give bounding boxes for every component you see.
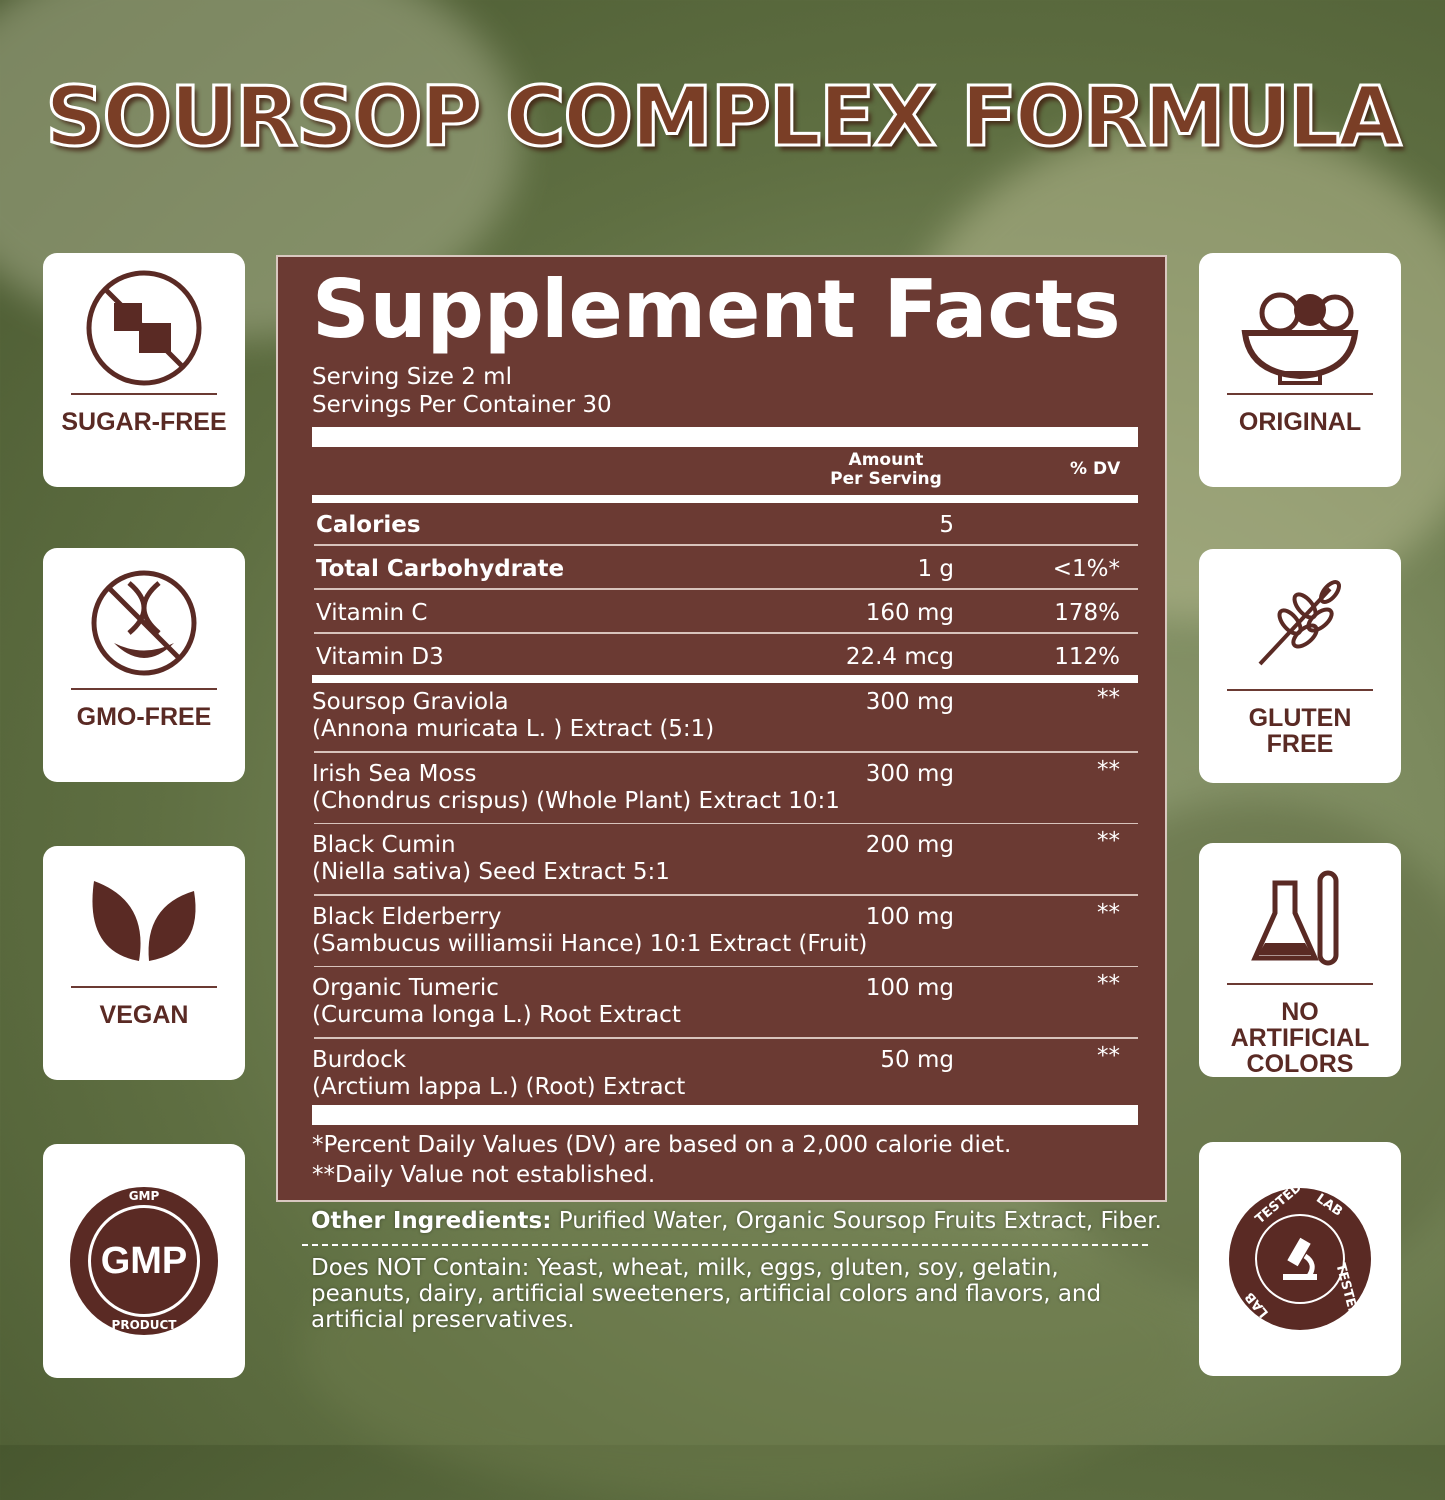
divider [1227,689,1373,691]
badge-label: NO ARTIFICIAL COLORS [1230,998,1370,1078]
divider [1227,393,1373,395]
badge-no-artificial-colors: NO ARTIFICIAL COLORS [1199,843,1401,1077]
divider-bar [312,675,1138,683]
row-divider [314,751,1138,753]
row-divider [314,588,1138,590]
row-divider [314,1037,1138,1039]
divider [71,986,217,988]
row-divider [314,894,1138,896]
servings-per-container: Servings Per Container 30 [312,392,612,418]
fruit-bowl-icon [1235,263,1365,393]
amount-header: Amount Per Serving [830,450,942,489]
gmp-seal-icon: GMP GMP PRODUCT [70,1187,218,1335]
footnote-not-established: **Daily Value not established. [312,1162,656,1188]
divider [1227,983,1373,985]
badge-label: GMO-FREE [76,703,212,731]
dv-header: % DV [1070,459,1121,479]
row-divider [314,632,1138,634]
divider-bar [312,495,1138,503]
no-gmo-dna-icon [84,558,204,688]
badge-vegan: VEGAN [43,846,245,1080]
badge-label: VEGAN [99,1001,189,1029]
wheat-icon [1250,559,1350,689]
dashed-divider [302,1244,1148,1246]
no-sugar-cubes-icon [84,263,204,393]
divider [71,393,217,395]
divider [71,688,217,690]
row-divider [314,822,1138,825]
badge-gmp: GMP GMP PRODUCT [43,1144,245,1378]
microscope-icon [1255,1214,1345,1304]
divider-bar [312,1105,1138,1125]
badge-lab-tested: TESTED LAB TESTED LAB [1199,1142,1401,1376]
footnote-dv: *Percent Daily Values (DV) are based on … [312,1132,1012,1158]
panel-heading: Supplement Facts [312,263,1121,356]
other-ingredients: Other Ingredients: Purified Water, Organ… [311,1208,1162,1234]
leaves-icon [84,856,204,986]
does-not-contain: Does NOT Contain: Yeast, wheat, milk, eg… [311,1255,1102,1333]
divider-bar [312,427,1138,447]
page-title: SOURSOP COMPLEX FORMULA [44,69,1403,167]
lab-tested-seal-icon: TESTED LAB TESTED LAB [1229,1180,1371,1330]
badge-gmo-free: GMO-FREE [43,548,245,782]
badge-label: GLUTEN FREE [1248,704,1352,758]
supplement-facts-panel: Supplement Facts Serving Size 2 ml Servi… [276,255,1167,1202]
row-divider [314,965,1138,968]
badge-sugar-free: SUGAR-FREE [43,253,245,487]
serving-size: Serving Size 2 ml [312,364,512,390]
row-divider [314,544,1138,546]
badge-label: ORIGINAL [1238,408,1362,436]
badge-label: SUGAR-FREE [61,408,227,436]
badge-gluten-free: GLUTEN FREE [1199,549,1401,783]
lab-flask-icon [1250,853,1350,983]
badge-original: ORIGINAL [1199,253,1401,487]
